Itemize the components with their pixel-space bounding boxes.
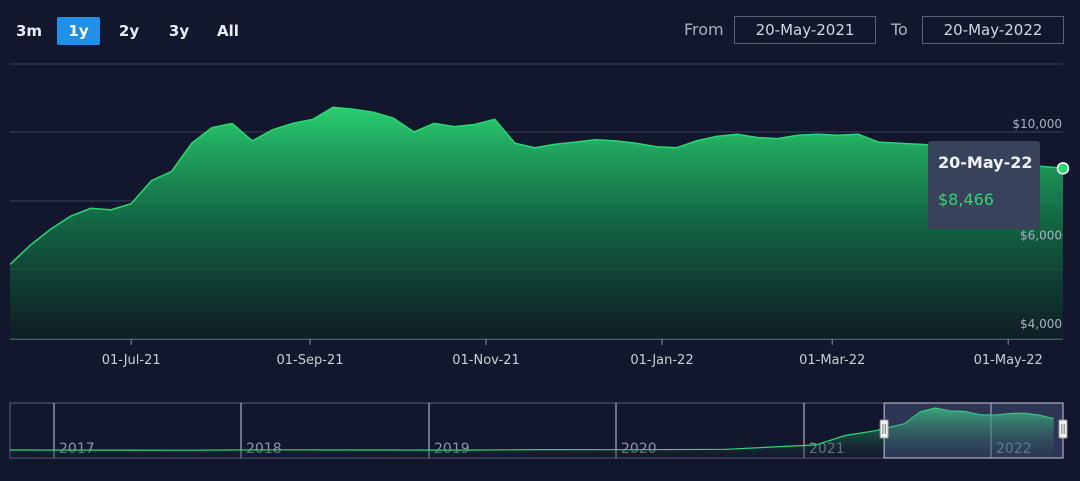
tooltip-date: 20-May-22 xyxy=(938,153,1033,172)
x-tick-label: 01-Jan-22 xyxy=(630,353,693,368)
price-area xyxy=(10,107,1063,339)
navigator-left-handle[interactable] xyxy=(879,419,889,439)
y-tick-label: $10,000 xyxy=(1012,117,1062,131)
hover-point[interactable] xyxy=(1056,162,1070,175)
x-tick-label: 01-Mar-22 xyxy=(799,353,865,368)
x-tick-label: 01-Sep-21 xyxy=(277,353,344,368)
navigator-right-handle[interactable] xyxy=(1058,419,1068,439)
navigator-selection[interactable] xyxy=(883,402,1064,459)
price-line xyxy=(9,106,1064,266)
range-3y-button[interactable]: 3y xyxy=(168,22,190,40)
tooltip: 20-May-22 $8,466 xyxy=(928,141,1040,229)
range-1y-button[interactable]: 1y xyxy=(57,17,100,45)
navigator-area xyxy=(10,408,1054,458)
y-tick-label: $4,000 xyxy=(1020,317,1062,331)
x-tick-label: 01-May-22 xyxy=(974,353,1043,368)
range-2y-button[interactable]: 2y xyxy=(118,22,140,40)
x-tick-label: 01-Jul-21 xyxy=(102,353,161,368)
tooltip-value: $8,466 xyxy=(938,190,994,209)
from-date-input[interactable] xyxy=(734,16,876,44)
navigator-line xyxy=(9,407,1054,451)
x-tick-label: 01-Nov-21 xyxy=(452,353,520,368)
y-tick-label: $6,000 xyxy=(1020,229,1062,243)
range-3m-button[interactable]: 3m xyxy=(15,22,43,40)
to-date-input[interactable] xyxy=(922,16,1064,44)
from-label: From xyxy=(684,20,724,39)
to-label: To xyxy=(891,20,908,39)
range-all-button[interactable]: All xyxy=(217,22,239,40)
